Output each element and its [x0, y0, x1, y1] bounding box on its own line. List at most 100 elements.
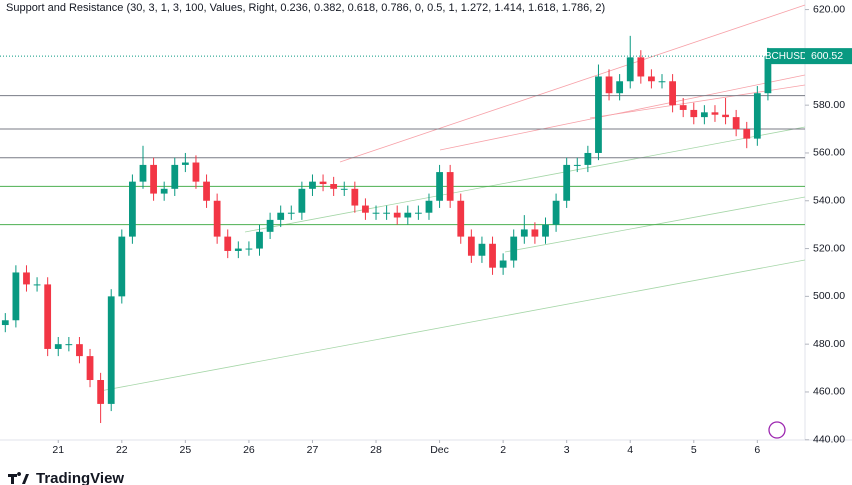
candle: [669, 74, 676, 113]
candle: [573, 157, 581, 173]
candle: [446, 164, 454, 208]
candle-body: [245, 248, 253, 250]
logo: TradingView: [8, 470, 124, 485]
candle-body: [478, 243, 486, 256]
candle: [595, 64, 602, 161]
candle-body: [54, 344, 62, 349]
candle-body: [213, 200, 221, 237]
candle-body: [181, 162, 189, 165]
candle-body: [764, 56, 772, 94]
candle-body: [510, 236, 518, 261]
candle: [753, 86, 761, 146]
candle: [383, 205, 391, 220]
candle-body: [192, 162, 200, 182]
candle: [351, 181, 359, 213]
candle-body: [160, 188, 168, 194]
y-tick-label: 620.00: [813, 3, 845, 15]
candle: [245, 241, 253, 256]
candle: [658, 74, 666, 89]
y-tick-label: 520.00: [813, 242, 845, 254]
candle: [76, 336, 83, 364]
candle: [33, 277, 41, 292]
candle: [266, 212, 274, 240]
candle: [12, 265, 20, 328]
candle-body: [637, 57, 645, 77]
candle: [65, 336, 73, 352]
candle-body: [150, 164, 157, 194]
candle-body: [330, 184, 338, 189]
candle-body: [33, 284, 41, 286]
y-tick-label: 580.00: [813, 99, 845, 111]
candle: [44, 277, 52, 357]
candle-body: [743, 129, 751, 139]
candle: [203, 174, 210, 208]
y-tick-label: 480.00: [813, 338, 845, 350]
candle: [542, 217, 549, 244]
candle: [107, 289, 115, 412]
x-tick-label: 2: [500, 444, 506, 456]
candle-body: [425, 200, 433, 213]
candle: [489, 236, 496, 275]
candle: [563, 157, 571, 208]
candle-body: [658, 81, 666, 83]
candle-body: [700, 112, 708, 118]
price-tag: [805, 48, 852, 65]
x-tick-label: 21: [52, 444, 64, 456]
candle-body: [266, 219, 274, 232]
candle: [160, 181, 168, 201]
y-tick-label: 540.00: [813, 195, 845, 207]
candle-body: [1, 320, 9, 326]
candle-body: [542, 224, 549, 237]
candle-body: [171, 164, 179, 189]
candle-body: [12, 272, 20, 321]
replay-button[interactable]: [768, 421, 786, 439]
x-tick-label: 26: [243, 444, 255, 456]
candle-body: [605, 76, 613, 94]
candle-body: [256, 231, 263, 249]
candle: [86, 348, 94, 388]
candle-body: [383, 212, 391, 214]
indicator-title: Support and Resistance (30, 3, 1, 3, 100…: [6, 2, 605, 14]
candle-body: [457, 200, 465, 237]
candle: [722, 97, 729, 125]
candle: [213, 193, 221, 244]
x-tick-label: 5: [691, 444, 697, 456]
candle: [298, 181, 306, 220]
candle: [414, 205, 422, 220]
symbol-label: BCHUSD: [765, 51, 807, 62]
y-tick-label: 460.00: [813, 386, 845, 398]
x-tick-label: 22: [116, 444, 128, 456]
candle: [743, 121, 751, 149]
candle-body: [23, 272, 30, 285]
candle-body: [118, 236, 126, 297]
candle-body: [732, 117, 740, 130]
candle: [404, 205, 412, 225]
candle-body: [679, 105, 687, 110]
candle: [436, 164, 443, 208]
y-tick-label: 440.00: [813, 434, 845, 446]
channel-lines: [99, 4, 806, 392]
candle: [319, 174, 327, 192]
candle: [732, 109, 740, 137]
candle: [1, 313, 9, 333]
candle-body: [711, 112, 719, 115]
candle-body: [573, 164, 581, 166]
candle: [616, 74, 624, 101]
candle: [277, 205, 285, 228]
candle-body: [467, 236, 475, 256]
candle-body: [393, 212, 401, 218]
candle: [171, 157, 179, 196]
candle-body: [76, 344, 83, 357]
candle: [309, 174, 316, 196]
candle-body: [298, 188, 306, 213]
channel-line: [439, 74, 806, 151]
candle-body: [139, 164, 147, 182]
candle: [679, 97, 687, 118]
candle-body: [372, 212, 380, 214]
replay-icon[interactable]: [768, 421, 786, 439]
candle: [139, 145, 147, 189]
candle: [690, 102, 698, 125]
candle-body: [414, 212, 422, 214]
